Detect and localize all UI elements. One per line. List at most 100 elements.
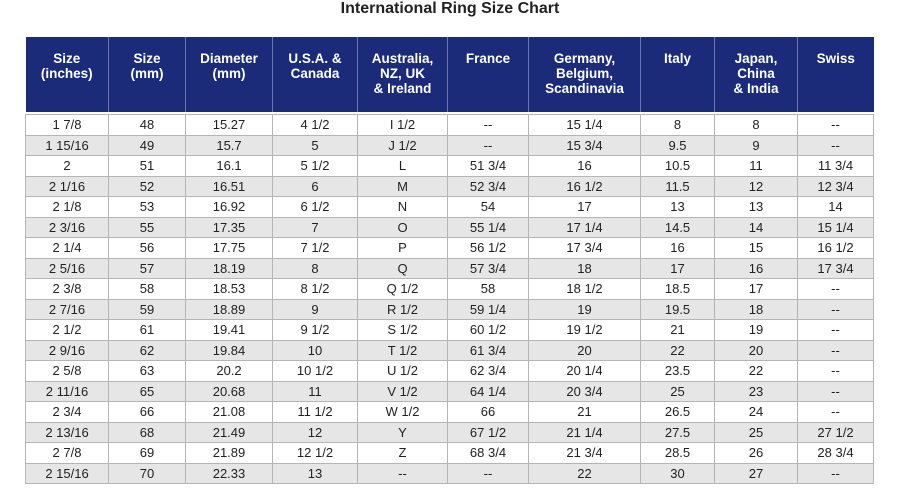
table-cell: 8 bbox=[272, 257, 358, 279]
table-cell: 64 1/4 bbox=[447, 380, 529, 402]
table-cell: 21 1/4 bbox=[528, 421, 641, 443]
table-body: 1 7/8 48 15.27 4 1/2 I 1/2 -- 15 1/4 8 8 -- 1 15/1… bbox=[25, 112, 874, 484]
table-cell: 19 1/2 bbox=[528, 319, 641, 341]
gap-cell bbox=[797, 112, 874, 115]
table-cell: 60 1/2 bbox=[447, 319, 529, 341]
table-cell: 57 3/4 bbox=[447, 257, 529, 279]
table-cell: M bbox=[357, 175, 448, 197]
table-cell: 22 bbox=[528, 462, 641, 484]
gap-cell bbox=[108, 112, 186, 115]
table-cell: 19.84 bbox=[185, 339, 273, 361]
table-cell: I 1/2 bbox=[357, 114, 448, 136]
table-cell: 22 bbox=[714, 360, 798, 382]
table-row: 1 7/8 48 15.27 4 1/2 I 1/2 -- 15 1/4 8 8 -- bbox=[25, 114, 874, 136]
table-cell: 2 5/8 bbox=[25, 360, 109, 382]
table-cell: 21.49 bbox=[185, 421, 273, 443]
table-cell: 23 bbox=[714, 380, 798, 402]
table-header: Size (inches) Size (mm) Diameter (mm) U.S.A… bbox=[25, 37, 874, 112]
table-row: 2 51 16.1 5 1/2 L 51 3/4 16 10.5 11 11 3/4 bbox=[25, 155, 874, 177]
gap-cell bbox=[25, 112, 109, 115]
table-cell: 10 bbox=[272, 339, 358, 361]
column-header: Germany, Belgium, Scandinavia bbox=[528, 37, 641, 112]
table-cell: 22 bbox=[640, 339, 715, 361]
table-cell: 20.68 bbox=[185, 380, 273, 402]
header-row: Size (inches) Size (mm) Diameter (mm) U.S.A… bbox=[25, 37, 874, 112]
table-cell: 2 1/16 bbox=[25, 175, 109, 197]
table-cell: 18.89 bbox=[185, 298, 273, 320]
table-cell: W 1/2 bbox=[357, 401, 448, 423]
table-cell: 19.41 bbox=[185, 319, 273, 341]
table-cell: 9 1/2 bbox=[272, 319, 358, 341]
table-cell: 51 3/4 bbox=[447, 155, 529, 177]
table-cell: 2 3/4 bbox=[25, 401, 109, 423]
column-header: Diameter (mm) bbox=[185, 37, 273, 112]
table-cell: 16.51 bbox=[185, 175, 273, 197]
table-cell: 62 bbox=[108, 339, 186, 361]
table-cell: 13 bbox=[714, 196, 798, 218]
table-cell: 18 1/2 bbox=[528, 278, 641, 300]
table-cell: S 1/2 bbox=[357, 319, 448, 341]
table-cell: 12 bbox=[272, 421, 358, 443]
table-cell: 54 bbox=[447, 196, 529, 218]
table-cell: 17 bbox=[714, 278, 798, 300]
table-cell: 13 bbox=[640, 196, 715, 218]
table-cell: 11 1/2 bbox=[272, 401, 358, 423]
table-cell: 2 11/16 bbox=[25, 380, 109, 402]
table-cell: 58 bbox=[447, 278, 529, 300]
table-cell: 19.5 bbox=[640, 298, 715, 320]
table-cell: 1 7/8 bbox=[25, 114, 109, 136]
table-cell: 14 bbox=[714, 216, 798, 238]
table-cell: 2 1/4 bbox=[25, 237, 109, 259]
gap-cell bbox=[272, 112, 358, 115]
table-cell: -- bbox=[797, 401, 874, 423]
table-row: 2 1/4 56 17.75 7 1/2 P 56 1/2 17 3/4 16 15 16 1/2 bbox=[25, 237, 874, 259]
table-cell: J 1/2 bbox=[357, 134, 448, 156]
table-cell: 70 bbox=[108, 462, 186, 484]
table-row: 2 1/2 61 19.41 9 1/2 S 1/2 60 1/2 19 1/2 21 19 -- bbox=[25, 319, 874, 341]
table-row: 2 7/8 69 21.89 12 1/2 Z 68 3/4 21 3/4 28.5 26 28 … bbox=[25, 442, 874, 464]
table-row: 2 1/8 53 16.92 6 1/2 N 54 17 13 13 14 bbox=[25, 196, 874, 218]
table-cell: 2 3/8 bbox=[25, 278, 109, 300]
table-cell: -- bbox=[447, 114, 529, 136]
table-cell: 27 bbox=[714, 462, 798, 484]
table-cell: 12 bbox=[714, 175, 798, 197]
gap-cell bbox=[357, 112, 448, 115]
table-cell: 26 bbox=[714, 442, 798, 464]
table-cell: 21 bbox=[640, 319, 715, 341]
table-cell: T 1/2 bbox=[357, 339, 448, 361]
table-cell: 48 bbox=[108, 114, 186, 136]
table-cell: -- bbox=[797, 134, 874, 156]
table-cell: 2 15/16 bbox=[25, 462, 109, 484]
table-cell: 26.5 bbox=[640, 401, 715, 423]
table-cell: Q 1/2 bbox=[357, 278, 448, 300]
table-cell: 57 bbox=[108, 257, 186, 279]
column-header: Size (inches) bbox=[25, 37, 109, 112]
table-cell: 51 bbox=[108, 155, 186, 177]
table-cell: 10 1/2 bbox=[272, 360, 358, 382]
table-cell: 16.1 bbox=[185, 155, 273, 177]
table-cell: 30 bbox=[640, 462, 715, 484]
table-cell: 58 bbox=[108, 278, 186, 300]
table-cell: 8 bbox=[640, 114, 715, 136]
table-row: 2 7/16 59 18.89 9 R 1/2 59 1/4 19 19.5 18 -- bbox=[25, 298, 874, 320]
header-gap bbox=[25, 112, 874, 115]
gap-cell bbox=[528, 112, 641, 115]
table-cell: -- bbox=[447, 462, 529, 484]
table-cell: Q bbox=[357, 257, 448, 279]
table-cell: 21.89 bbox=[185, 442, 273, 464]
table-cell: 18 bbox=[714, 298, 798, 320]
table-cell: 19 bbox=[714, 319, 798, 341]
gap-cell bbox=[714, 112, 798, 115]
table-cell: 7 1/2 bbox=[272, 237, 358, 259]
table-row: 2 15/16 70 22.33 13 -- -- 22 30 27 -- bbox=[25, 462, 874, 484]
table-cell: 15.27 bbox=[185, 114, 273, 136]
table-cell: 22.33 bbox=[185, 462, 273, 484]
table-row: 1 15/16 49 15.7 5 J 1/2 -- 15 3/4 9.5 9 -- bbox=[25, 134, 874, 156]
table-cell: 20.2 bbox=[185, 360, 273, 382]
table-cell: -- bbox=[447, 134, 529, 156]
table-cell: Y bbox=[357, 421, 448, 443]
table-cell: 53 bbox=[108, 196, 186, 218]
chart-title: International Ring Size Chart bbox=[340, 0, 560, 17]
table-cell: 12 3/4 bbox=[797, 175, 874, 197]
table-cell: 67 1/2 bbox=[447, 421, 529, 443]
